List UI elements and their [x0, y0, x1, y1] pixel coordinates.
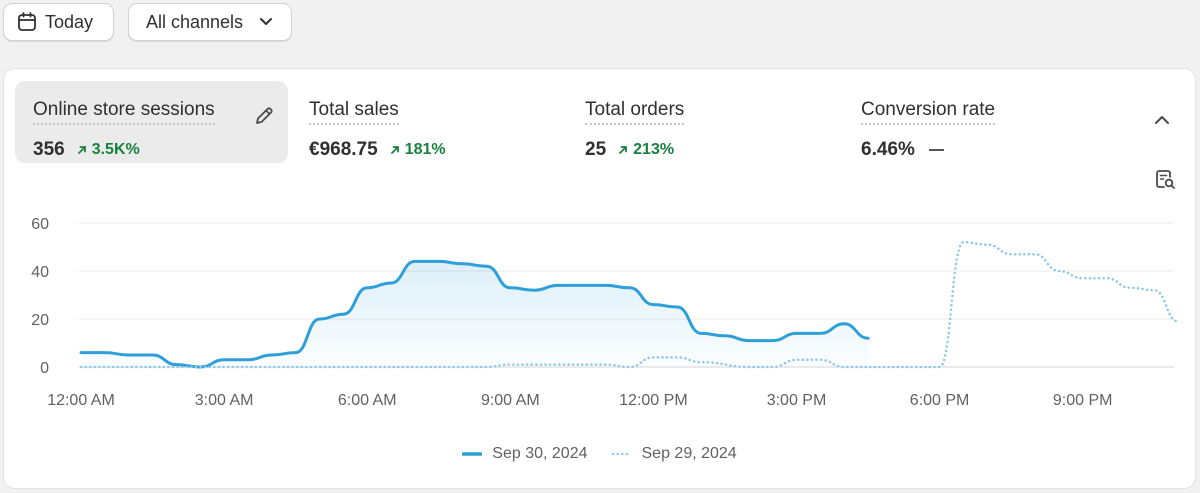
- metric-value: 25: [585, 139, 607, 160]
- channel-filter-label: All channels: [146, 11, 244, 32]
- calendar-icon: [18, 12, 36, 31]
- sessions-line-chart: 0 20 40 60 12:00 AM 3:00 AM 6:00 AM 9:00 AM 12:…: [31, 216, 1180, 409]
- metric-conversion-rate[interactable]: Conversion rate 6.46%: [843, 81, 1113, 163]
- legend-label-previous: Sep 29, 2024: [641, 445, 737, 462]
- arrow-up-right-icon: [390, 146, 399, 154]
- x-tick-label: 3:00 AM: [195, 392, 254, 409]
- y-tick-label: 40: [31, 264, 49, 281]
- x-tick-label: 12:00 PM: [619, 392, 687, 409]
- metric-value: 6.46%: [861, 139, 915, 160]
- x-tick-label: 12:00 AM: [47, 392, 115, 409]
- y-tick-label: 0: [40, 360, 49, 377]
- channel-filter-button[interactable]: All channels: [128, 3, 292, 41]
- arrow-up-right-icon: [619, 146, 628, 154]
- metric-delta: 181%: [390, 141, 446, 159]
- arrow-up-right-icon: [77, 146, 86, 154]
- y-tick-label: 60: [31, 216, 49, 233]
- metric-title: Online store sessions: [33, 99, 215, 125]
- metric-title: Conversion rate: [861, 99, 996, 125]
- metric-delta-value: 181%: [404, 141, 446, 158]
- legend-item-previous[interactable]: Sep 29, 2024: [611, 445, 737, 463]
- metric-title: Total sales: [309, 99, 399, 125]
- metric-total-sales[interactable]: Total sales €968.75 181%: [291, 81, 561, 163]
- metric-delta-value: 213%: [633, 141, 675, 158]
- metric-online-store-sessions[interactable]: Online store sessions 356 3.5K%: [15, 81, 288, 163]
- pencil-icon[interactable]: [253, 105, 275, 127]
- metric-delta: 213%: [618, 141, 674, 159]
- date-range-label: Today: [45, 11, 94, 32]
- x-tick-label: 6:00 AM: [338, 392, 397, 409]
- metric-value: €968.75: [309, 139, 378, 160]
- date-range-button[interactable]: Today: [3, 3, 114, 41]
- chevron-down-icon: [260, 18, 273, 25]
- chart-legend: Sep 30, 2024 Sep 29, 2024: [4, 445, 1195, 463]
- x-tick-label: 3:00 PM: [767, 392, 827, 409]
- series-area-current: [81, 261, 869, 367]
- dotted-line-swatch: [611, 452, 632, 456]
- legend-item-current[interactable]: Sep 30, 2024: [462, 445, 588, 463]
- metric-value: 356: [33, 139, 65, 160]
- metric-title: Total orders: [585, 99, 685, 125]
- y-tick-label: 20: [31, 312, 49, 329]
- x-tick-label: 9:00 PM: [1053, 392, 1113, 409]
- report-search-icon[interactable]: [1154, 168, 1176, 190]
- x-tick-label: 6:00 PM: [910, 392, 970, 409]
- series-line-previous: [79, 240, 1180, 369]
- x-tick-label: 9:00 AM: [481, 392, 540, 409]
- chevron-up-icon[interactable]: [1153, 113, 1171, 127]
- series-line-current: [79, 259, 870, 369]
- metric-delta-value: 3.5K%: [91, 141, 140, 158]
- metric-delta: 3.5K%: [77, 141, 140, 159]
- metric-total-orders[interactable]: Total orders 25 213%: [567, 81, 837, 163]
- analytics-card: Online store sessions 356 3.5K% Total sa…: [3, 68, 1196, 489]
- legend-label-current: Sep 30, 2024: [492, 445, 588, 462]
- no-change-indicator: [928, 149, 944, 151]
- solid-line-swatch: [462, 452, 483, 456]
